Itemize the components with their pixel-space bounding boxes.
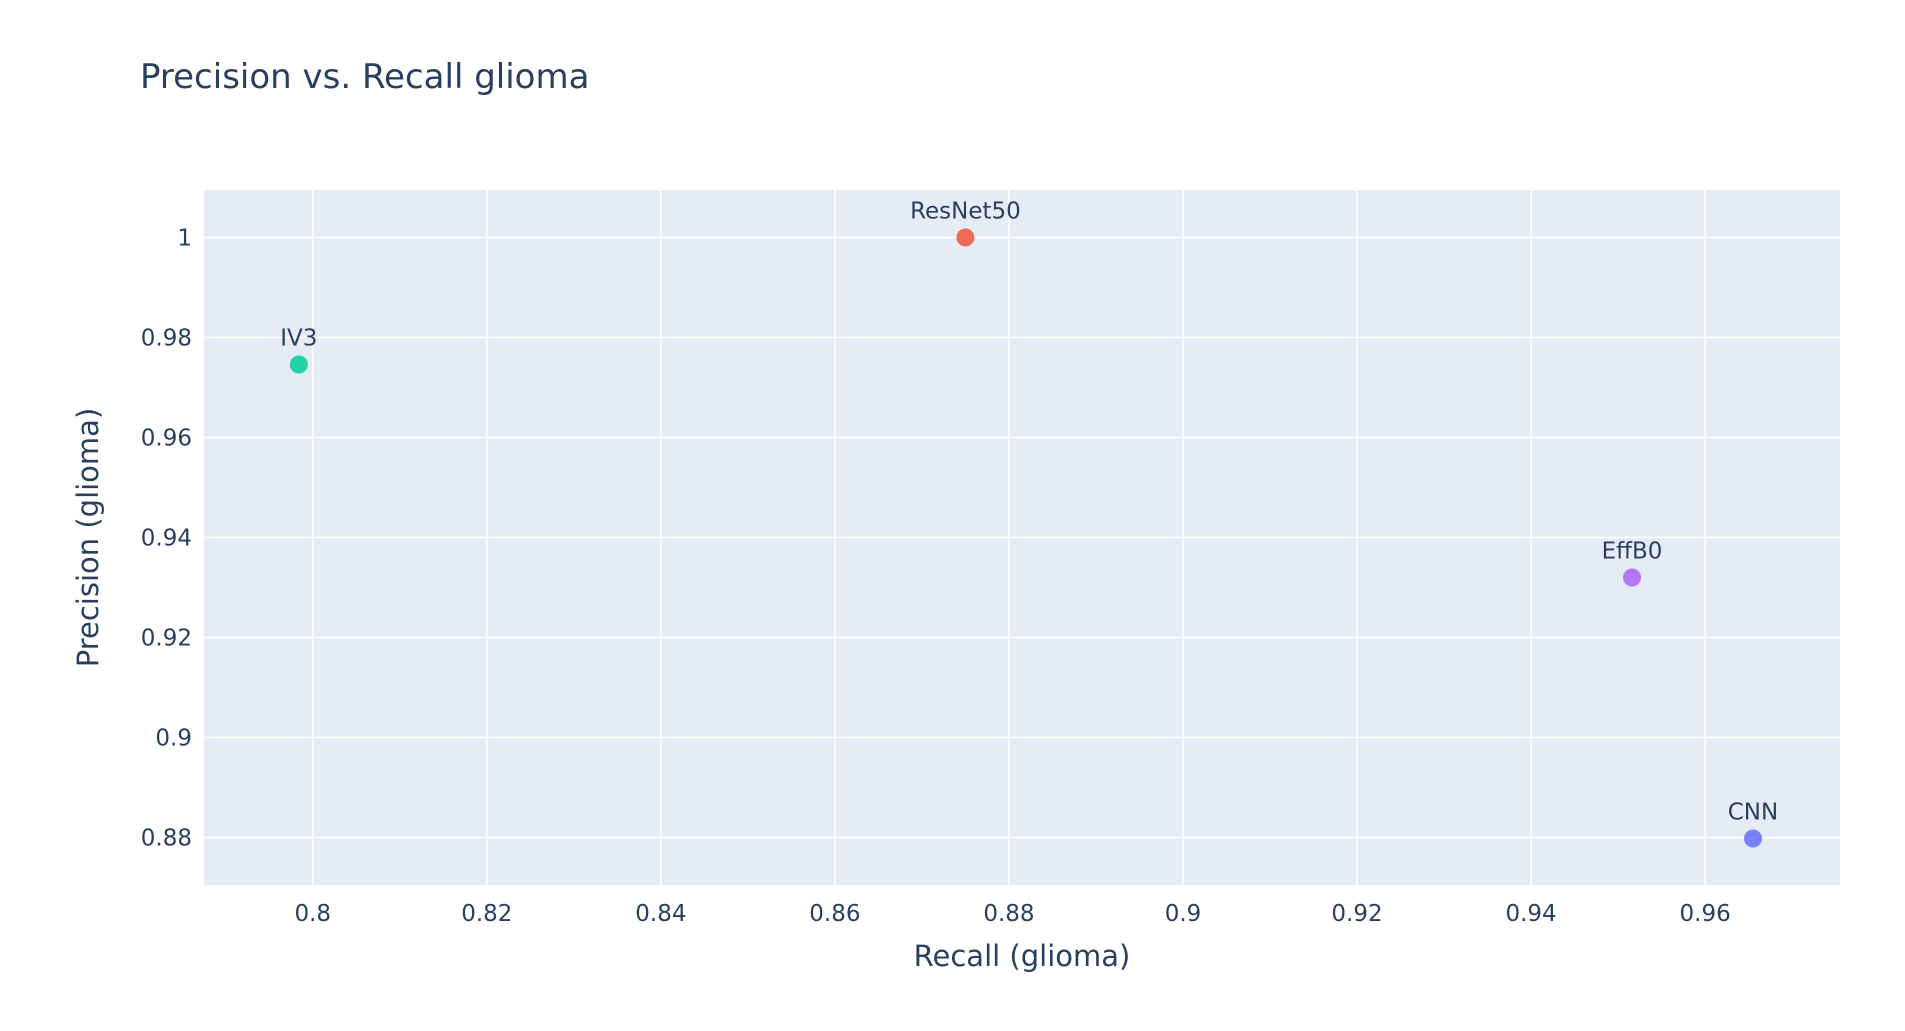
y-tick-label: 1 <box>177 226 192 252</box>
x-tick-label: 0.92 <box>1331 901 1382 927</box>
x-tick-label: 0.96 <box>1680 901 1731 927</box>
y-tick-label: 0.94 <box>141 526 192 552</box>
y-tick-label: 0.96 <box>141 426 192 452</box>
data-point-cnn <box>1743 829 1762 848</box>
x-tick-label: 0.94 <box>1505 901 1556 927</box>
point-label-iv3: IV3 <box>280 326 317 352</box>
x-tick-label: 0.9 <box>1165 901 1202 927</box>
x-axis-title: Recall (glioma) <box>914 939 1131 973</box>
y-tick-label: 0.92 <box>141 626 192 652</box>
x-tick-label: 0.88 <box>983 901 1034 927</box>
x-tick-label: 0.84 <box>635 901 686 927</box>
point-label-cnn: CNN <box>1728 800 1778 826</box>
tick-labels: 0.8 0.82 0.84 0.86 0.88 0.9 0.92 0.94 0.96 0.88 0.… <box>141 226 1731 928</box>
x-tick-label: 0.82 <box>461 901 512 927</box>
x-tick-label: 0.8 <box>294 901 331 927</box>
data-points <box>289 228 1762 848</box>
grid-lines <box>204 190 1840 885</box>
chart-title: Precision vs. Recall glioma <box>140 57 589 97</box>
y-tick-label: 0.88 <box>141 826 192 852</box>
x-tick-label: 0.86 <box>809 901 860 927</box>
y-tick-label: 0.98 <box>141 326 192 352</box>
data-point-iv3 <box>289 355 308 374</box>
point-label-effb0: EffB0 <box>1602 539 1663 565</box>
data-point-effb0 <box>1623 568 1642 587</box>
data-point-resnet50 <box>956 228 975 247</box>
y-tick-label: 0.9 <box>155 726 192 752</box>
y-axis-title: Precision (glioma) <box>71 408 105 668</box>
point-label-resnet50: ResNet50 <box>910 199 1021 225</box>
point-labels: CNN ResNet50 EffB0 IV3 <box>280 199 1778 826</box>
